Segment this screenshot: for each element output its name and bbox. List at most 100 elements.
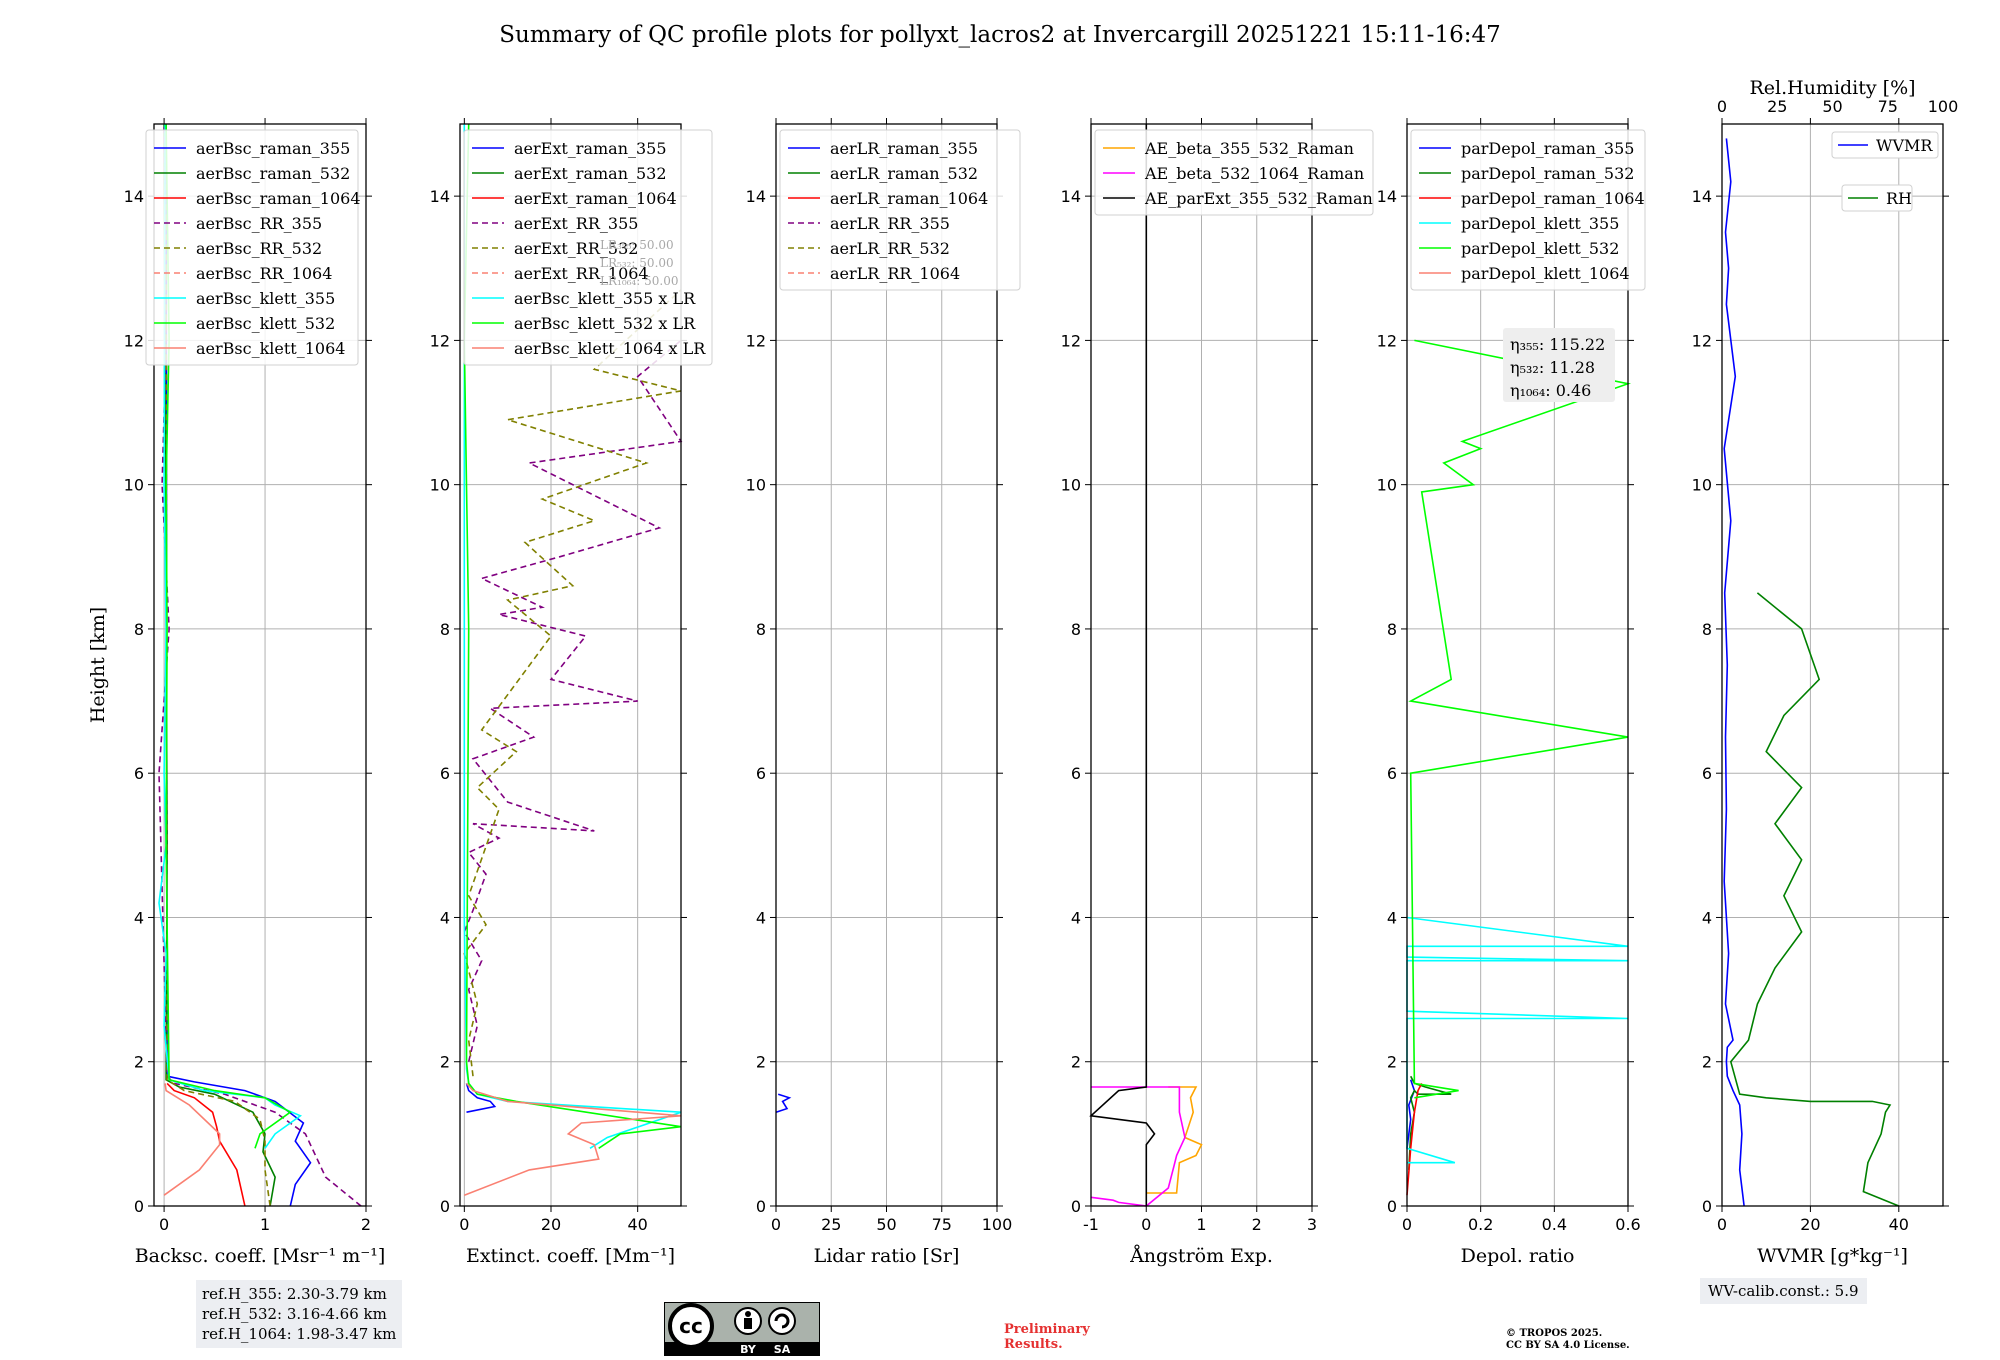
legend-label: aerBsc_klett_1064 x LR (514, 339, 706, 358)
legend-label: parDepol_raman_1064 (1461, 189, 1645, 208)
preliminary-line-1: Preliminary (1004, 1322, 1090, 1337)
x-tick-label: 40 (1889, 1215, 1909, 1234)
legend-box (1094, 129, 1374, 216)
series-aerBsc_klett_1064 x LR (464, 1082, 682, 1196)
legend: aerLR_raman_355 aerLR_raman_532 aerLR_rama… (779, 129, 1021, 291)
x-tick-label: 0 (459, 1215, 469, 1234)
x-tick-label: 0.6 (1615, 1215, 1640, 1234)
eta-label: η₃₅₅: 115.22 (1510, 335, 1605, 354)
y-tick-label: 10 (124, 476, 144, 495)
x-tick-label: 40 (627, 1215, 647, 1234)
series-aerBsc_raman_1064 (166, 1082, 246, 1207)
y-tick-label: 4 (1071, 908, 1081, 927)
top-x-tick-label: 50 (1822, 97, 1842, 116)
series-parDepol_raman_355 (1406, 1079, 1416, 1149)
series-aerBsc_klett_1064 (163, 1083, 221, 1196)
y-tick-label: 8 (440, 620, 450, 639)
eta-label: η₁₀₆₄: 0.46 (1510, 381, 1591, 400)
series-parDepol_raman_1064 (1406, 1083, 1423, 1196)
chart-ext: 0 20 40 0 2 4 6 8 10 12 14 Extinct. coeff. [Mm⁻¹] ae… (430, 118, 713, 1267)
eta-label: η₅₃₂: 11.28 (1510, 358, 1595, 377)
x-tick-label: 1 (1196, 1215, 1206, 1234)
legend-label: WVMR (1876, 136, 1933, 155)
legend-label: aerExt_RR_1064 (514, 264, 649, 283)
y-tick-label: 12 (430, 331, 450, 350)
copyright-line-2: CC BY SA 4.0 License. (1506, 1340, 1630, 1351)
y-tick-label: 10 (430, 476, 450, 495)
y-tick-label: 0 (1387, 1197, 1397, 1216)
axes-frame (1721, 123, 1944, 1207)
legend-label: aerBsc_klett_355 (196, 289, 335, 308)
x-tick-label: 50 (876, 1215, 896, 1234)
chart-depol: 0 0.2 0.4 0.6 0 2 4 6 8 10 12 14 Depol. ratio parDepo… (1377, 118, 1646, 1267)
cc-text: cc (679, 1314, 703, 1338)
top-x-tick-label: 0 (1717, 97, 1727, 116)
legend-label: aerExt_RR_532 (514, 239, 638, 258)
legend-label: aerBsc_klett_532 x LR (514, 314, 696, 333)
y-tick-label: 8 (756, 620, 766, 639)
y-tick-label: 0 (1071, 1197, 1081, 1216)
axes-frame (153, 123, 367, 1207)
ref-height-1064: ref.H_1064: 1.98-3.47 km (202, 1325, 397, 1343)
legend-label: parDepol_klett_355 (1461, 214, 1619, 233)
cc-by-sa-badge-icon[interactable]: cc BY SA (664, 1302, 820, 1356)
x-axis-label: Backsc. coeff. [Msr⁻¹ m⁻¹] (135, 1245, 386, 1267)
y-tick-label: 4 (1702, 908, 1712, 927)
legend: parDepol_raman_355 parDepol_raman_532 parD… (1410, 129, 1646, 291)
legend-label: aerBsc_klett_532 (196, 314, 335, 333)
x-axis-label: WVMR [g*kg⁻¹] (1757, 1245, 1908, 1267)
y-tick-label: 2 (1387, 1053, 1397, 1072)
y-tick-label: 0 (440, 1197, 450, 1216)
series-AE_beta_355_532_Raman (1146, 1086, 1203, 1194)
x-tick-label: 1 (260, 1215, 270, 1234)
series-aerBsc_RR_532 (165, 123, 271, 1207)
lr-annotation: LR₃₅₅: 50.00 LR₅₃₂: 50.00 LR₁₀₆₄: 50.00 (600, 238, 678, 288)
legend-label: AE_parExt_355_532_Raman (1144, 189, 1373, 208)
x-tick-label: 25 (821, 1215, 841, 1234)
y-axis-label: Height [km] (87, 607, 109, 723)
legend: aerExt_raman_355 aerExt_raman_532 aerExt_r… (463, 129, 713, 366)
y-tick-label: 10 (1377, 476, 1397, 495)
legend-box (145, 129, 359, 366)
series-parDepol_klett_355 (1406, 916, 1629, 1164)
legend-label: aerExt_raman_355 (514, 139, 667, 158)
x-tick-label: 0 (1717, 1215, 1727, 1234)
y-tick-label: 2 (440, 1053, 450, 1072)
legend-label: parDepol_raman_532 (1461, 164, 1634, 183)
x-tick-label: 0.4 (1542, 1215, 1567, 1234)
legend-label: AE_beta_355_532_Raman (1144, 139, 1354, 158)
legend-box (1410, 129, 1646, 291)
x-tick-label: 0 (1402, 1215, 1412, 1234)
y-tick-label: 6 (756, 764, 766, 783)
top-x-tick-label: 100 (1928, 97, 1959, 116)
legend-label: RH (1886, 189, 1912, 208)
legend-box (1831, 131, 1939, 159)
legend-label: aerBsc_RR_1064 (196, 264, 332, 283)
legend-label: aerLR_RR_1064 (830, 264, 960, 283)
copyright-note: © TROPOS 2025. CC BY SA 4.0 License. (1506, 1328, 1630, 1352)
y-tick-label: 14 (124, 187, 144, 206)
legend-label: aerLR_raman_532 (830, 164, 978, 183)
ref-height-355: ref.H_355: 2.30-3.79 km (202, 1285, 387, 1303)
y-tick-label: 14 (1377, 187, 1397, 206)
figure-title: Summary of QC profile plots for pollyxt_… (499, 22, 1501, 48)
y-tick-label: 14 (746, 187, 766, 206)
y-tick-label: 4 (134, 908, 144, 927)
series-parDepol_klett_532 (1408, 339, 1632, 1099)
copyright-line-1: © TROPOS 2025. (1506, 1328, 1603, 1339)
x-tick-label: 2 (361, 1215, 371, 1234)
series-AE_beta_532_1064_Raman (1090, 1086, 1186, 1207)
x-tick-label: 0 (1141, 1215, 1151, 1234)
y-tick-label: 6 (1387, 764, 1397, 783)
series-aerBsc_klett_355 (158, 123, 303, 1149)
legend-box (463, 129, 713, 366)
preliminary-note: Preliminary Results. (1004, 1322, 1090, 1352)
x-axis-label: Ångström Exp. (1129, 1245, 1273, 1267)
axes-frame (459, 123, 682, 1207)
ref-height-532: ref.H_532: 3.16-4.66 km (202, 1305, 387, 1323)
x-axis-label: Depol. ratio (1461, 1245, 1575, 1267)
eta-box (1503, 328, 1615, 402)
series-aerExt_RR_532 (463, 289, 682, 1077)
